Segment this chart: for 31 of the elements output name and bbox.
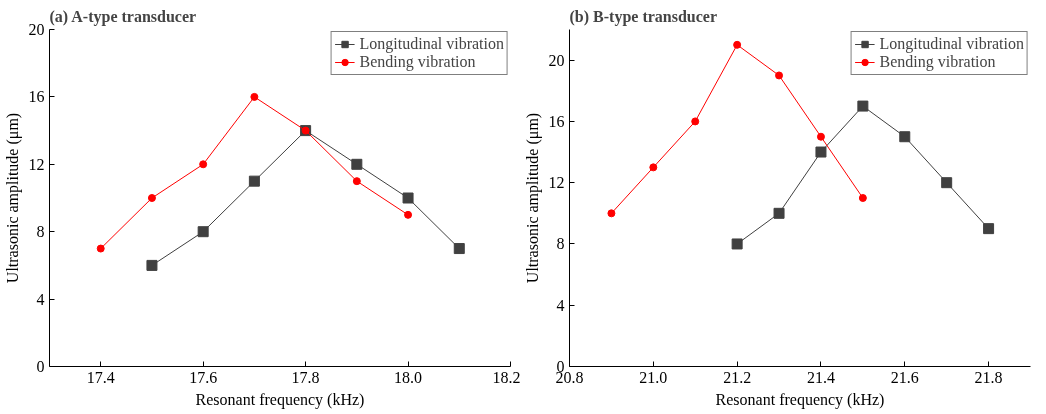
y-tick-label: 12 [548, 174, 565, 192]
chart-title: (b) B-type transducer [569, 7, 718, 26]
legend-label: Longitudinal vibration [879, 35, 1024, 53]
y-tick-label: 20 [28, 21, 45, 38]
x-axis-title: Resonant frequency (kHz) [195, 390, 365, 409]
y-tick-label: 0 [36, 358, 45, 375]
y-tick-label: 4 [36, 290, 45, 308]
legend-label: Bending vibration [359, 53, 476, 71]
y-tick-label: 8 [36, 223, 45, 241]
x-tick-label: 17.4 [86, 368, 115, 386]
x-tick-label: 18.2 [492, 368, 521, 386]
x-axis-title: Resonant frequency (kHz) [715, 390, 885, 409]
y-axis-title: Ultrasonic amplitude (μm) [3, 112, 22, 284]
x-tick-label: 18.0 [394, 368, 423, 386]
x-tick-label: 17.6 [189, 368, 218, 386]
x-tick-label: 17.8 [291, 368, 320, 386]
x-tick-label: 21.8 [974, 368, 1003, 386]
x-tick-label: 21.4 [806, 368, 835, 386]
legend-label: Longitudinal vibration [359, 35, 504, 53]
y-tick-label: 8 [556, 235, 565, 253]
y-axis-title: Ultrasonic amplitude (μm) [523, 112, 542, 284]
x-tick-label: 21.6 [890, 368, 919, 386]
y-tick-label: 16 [28, 88, 45, 106]
y-tick-label: 4 [556, 296, 565, 314]
x-tick-label: 21.2 [723, 368, 752, 386]
x-tick-label: 21.0 [639, 368, 668, 386]
legend-label: Bending vibration [879, 53, 996, 71]
y-tick-label: 12 [28, 155, 45, 173]
y-tick-label: 16 [548, 112, 565, 130]
chart-title: (a) A-type transducer [49, 7, 197, 26]
y-tick-label: 20 [548, 51, 565, 69]
